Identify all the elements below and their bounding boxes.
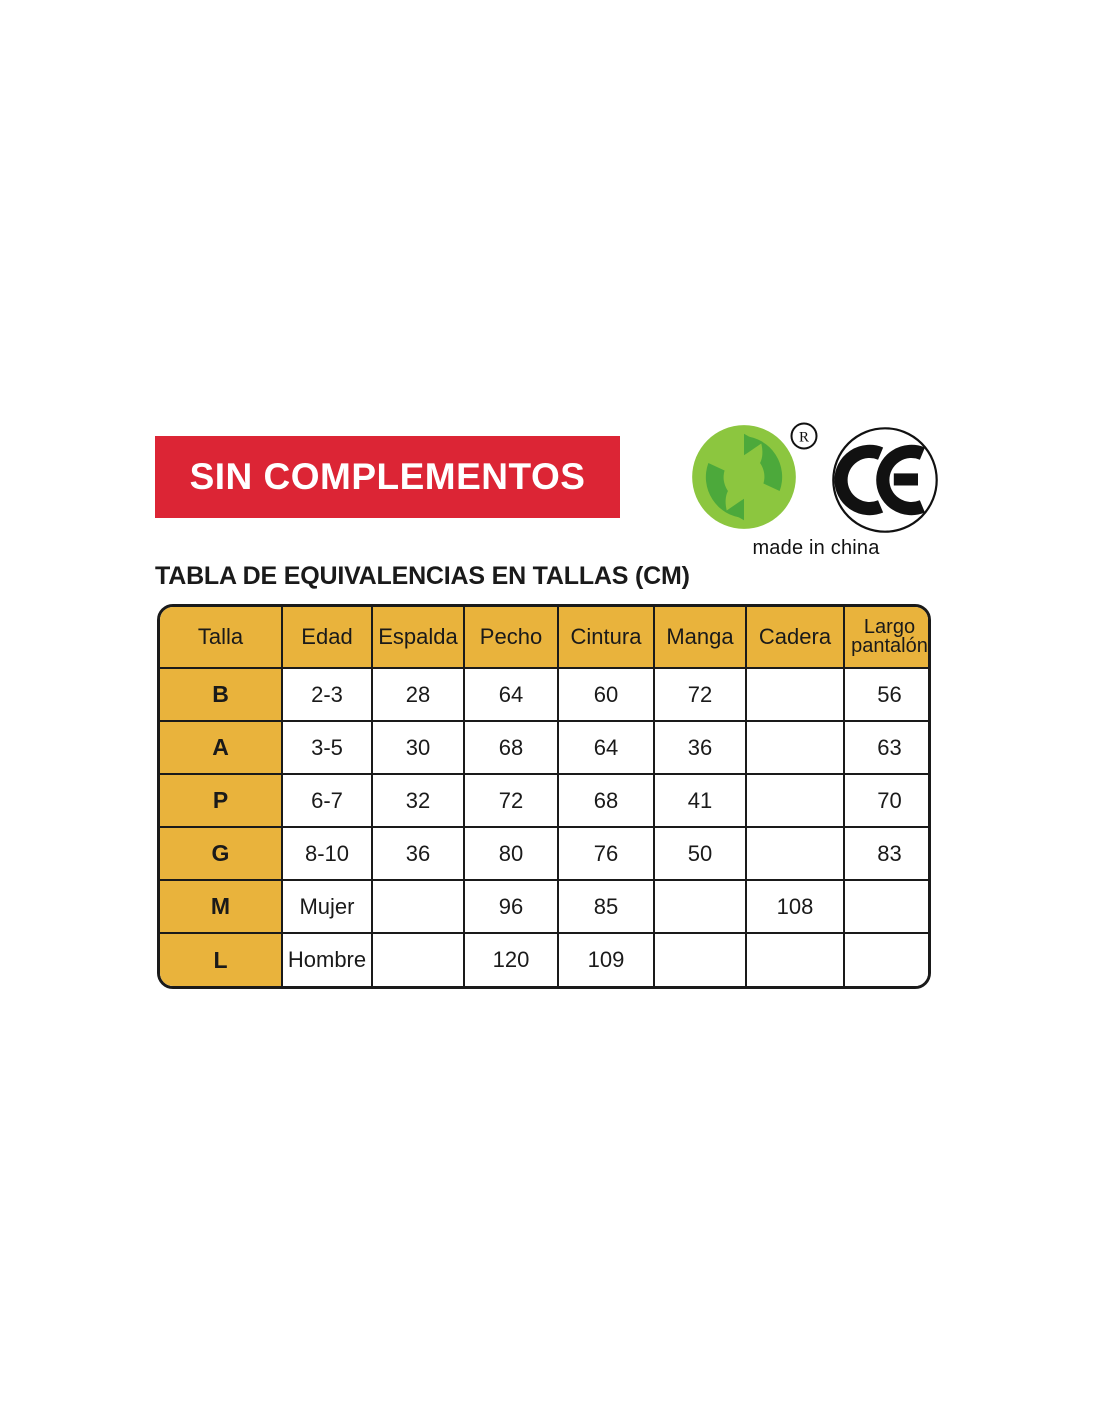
measurement-cell-cadera: 108 xyxy=(745,879,845,934)
column-header-cintura: Cintura xyxy=(557,607,655,669)
measurement-cell-manga: 72 xyxy=(653,667,747,722)
registered-trademark-icon: R xyxy=(790,422,818,450)
column-header-edad: Edad xyxy=(281,607,373,669)
measurement-cell-cadera xyxy=(745,773,845,828)
column-header-cadera: Cadera xyxy=(745,607,845,669)
measurement-cell-espalda xyxy=(371,879,465,934)
measurement-cell-espalda: 30 xyxy=(371,720,465,775)
measurement-cell-cadera xyxy=(745,932,845,986)
measurement-cell-largo_pantalon xyxy=(843,932,928,986)
ce-mark-logo xyxy=(830,425,942,537)
size-label-cell: L xyxy=(160,932,283,986)
measurement-cell-edad: 6-7 xyxy=(281,773,373,828)
size-label-cell: G xyxy=(160,826,283,881)
table-row: M Mujer 96 85 108 xyxy=(160,879,928,934)
measurement-cell-pecho: 68 xyxy=(463,720,559,775)
measurement-cell-cintura: 85 xyxy=(557,879,655,934)
measurement-cell-cintura: 64 xyxy=(557,720,655,775)
table-header-row: Talla Edad Espalda Pecho Cintura Manga C… xyxy=(160,607,928,669)
table-caption: TABLA DE EQUIVALENCIAS EN TALLAS (CM) xyxy=(155,562,690,590)
measurement-cell-manga xyxy=(653,932,747,986)
measurement-cell-cadera xyxy=(745,667,845,722)
logo-group: R made in china xyxy=(690,415,950,570)
measurement-cell-manga: 41 xyxy=(653,773,747,828)
measurement-cell-manga xyxy=(653,879,747,934)
measurement-cell-espalda xyxy=(371,932,465,986)
column-header-espalda: Espalda xyxy=(371,607,465,669)
column-header-pecho: Pecho xyxy=(463,607,559,669)
measurement-cell-espalda: 32 xyxy=(371,773,465,828)
measurement-cell-cadera xyxy=(745,826,845,881)
measurement-cell-pecho: 96 xyxy=(463,879,559,934)
measurement-cell-espalda: 36 xyxy=(371,826,465,881)
table-row: L Hombre 120 109 xyxy=(160,932,928,986)
made-in-china-label: made in china xyxy=(752,537,880,559)
green-dot-logo: R xyxy=(690,422,818,535)
measurement-cell-largo_pantalon: 70 xyxy=(843,773,928,828)
measurement-cell-largo_pantalon: 56 xyxy=(843,667,928,722)
table-row: B 2-3 28 64 60 72 56 xyxy=(160,667,928,722)
column-header-largo-pantalon: Largo pantalón xyxy=(843,607,928,669)
measurement-cell-cintura: 68 xyxy=(557,773,655,828)
green-dot-recycling-icon xyxy=(692,425,796,529)
size-label-cell: B xyxy=(160,667,283,722)
size-table: Talla Edad Espalda Pecho Cintura Manga C… xyxy=(160,607,928,986)
sin-complementos-banner: SIN COMPLEMENTOS xyxy=(155,436,620,518)
table-row: G 8-10 36 80 76 50 83 xyxy=(160,826,928,881)
banner-label: SIN COMPLEMENTOS xyxy=(189,456,586,497)
measurement-cell-cintura: 60 xyxy=(557,667,655,722)
measurement-cell-manga: 50 xyxy=(653,826,747,881)
measurement-cell-edad: Hombre xyxy=(281,932,373,986)
measurement-cell-pecho: 72 xyxy=(463,773,559,828)
measurement-cell-pecho: 80 xyxy=(463,826,559,881)
measurement-cell-edad: Mujer xyxy=(281,879,373,934)
measurement-cell-espalda: 28 xyxy=(371,667,465,722)
measurement-cell-edad: 2-3 xyxy=(281,667,373,722)
column-header-talla: Talla xyxy=(160,607,283,669)
measurement-cell-manga: 36 xyxy=(653,720,747,775)
size-label-cell: P xyxy=(160,773,283,828)
measurement-cell-edad: 3-5 xyxy=(281,720,373,775)
svg-text:R: R xyxy=(799,430,809,446)
measurement-cell-pecho: 120 xyxy=(463,932,559,986)
measurement-cell-cadera xyxy=(745,720,845,775)
size-label-cell: M xyxy=(160,879,283,934)
column-header-manga: Manga xyxy=(653,607,747,669)
measurement-cell-largo_pantalon: 63 xyxy=(843,720,928,775)
measurement-cell-pecho: 64 xyxy=(463,667,559,722)
measurement-cell-largo_pantalon: 83 xyxy=(843,826,928,881)
measurement-cell-cintura: 109 xyxy=(557,932,655,986)
size-equivalence-table: Talla Edad Espalda Pecho Cintura Manga C… xyxy=(157,604,931,989)
table-row: P 6-7 32 72 68 41 70 xyxy=(160,773,928,828)
measurement-cell-edad: 8-10 xyxy=(281,826,373,881)
size-label-cell: A xyxy=(160,720,283,775)
table-row: A 3-5 30 68 64 36 63 xyxy=(160,720,928,775)
measurement-cell-cintura: 76 xyxy=(557,826,655,881)
ce-mark-icon xyxy=(832,427,938,533)
measurement-cell-largo_pantalon xyxy=(843,879,928,934)
